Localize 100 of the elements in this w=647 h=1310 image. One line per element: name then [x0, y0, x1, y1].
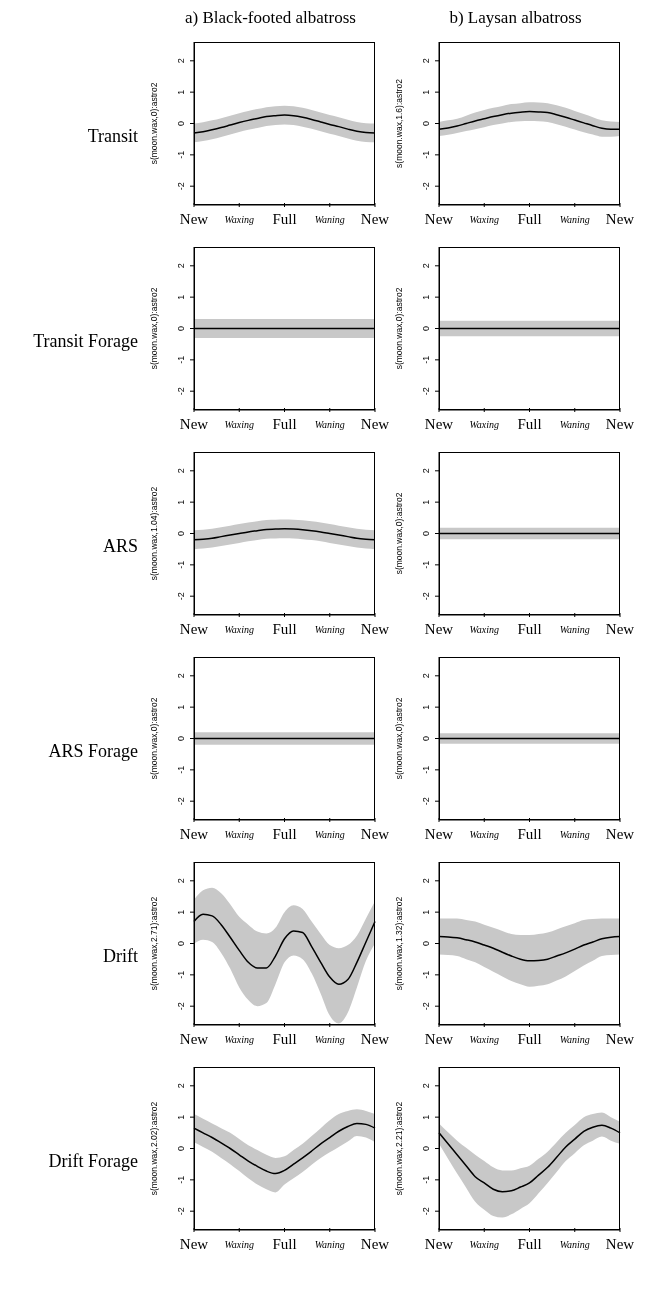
x-tick-label: Full — [272, 621, 297, 637]
y-tick-label: 0 — [176, 530, 186, 537]
y-tick-label: 2 — [176, 673, 186, 679]
x-tick-label: New — [605, 1236, 635, 1252]
y-tick-label: 0 — [176, 1145, 186, 1152]
y-tick-label: 2 — [421, 263, 431, 269]
y-tick-label: 1 — [176, 294, 186, 300]
x-tick-label: New — [179, 826, 209, 842]
y-tick-label: 1 — [176, 909, 186, 915]
x-tick-label: New — [360, 621, 390, 637]
y-tick-label: 0 — [176, 120, 186, 127]
y-axis-title: s(moon.wax,1.32):astro2 — [394, 896, 405, 991]
y-tick-label: 0 — [421, 120, 431, 127]
y-tick-label: -2 — [176, 387, 186, 396]
x-tick-label: New — [605, 416, 635, 432]
y-tick-label: 2 — [176, 263, 186, 269]
y-axis-title: s(moon.wax,1.04):astro2 — [149, 486, 160, 581]
y-tick-label: -2 — [176, 797, 186, 806]
y-tick-label: -1 — [176, 1175, 186, 1184]
x-tick-label: New — [179, 1236, 209, 1252]
y-tick-label: 0 — [421, 1145, 431, 1152]
text: Drift — [102, 946, 138, 967]
y-tick-label: -1 — [421, 1175, 431, 1184]
y-tick-label: 1 — [176, 499, 186, 505]
x-tick-label: Full — [272, 1236, 297, 1252]
x-tick-label: Waxing — [224, 213, 255, 225]
x-tick-label: New — [360, 211, 390, 227]
x-tick-label: New — [360, 416, 390, 432]
x-tick-label: Waning — [314, 1238, 345, 1250]
y-tick-label: -1 — [421, 560, 431, 569]
y-axis-title: s(moon.wax,0):astro2 — [149, 82, 160, 165]
y-tick-label: 2 — [421, 468, 431, 474]
x-tick-label: Waning — [559, 1033, 590, 1045]
x-tick-label: New — [179, 211, 209, 227]
y-axis-title: s(moon.wax,2.21):astro2 — [394, 1101, 405, 1196]
y-tick-label: 1 — [176, 704, 186, 710]
y-tick-label: -1 — [421, 355, 431, 364]
x-tick-label: Waxing — [469, 828, 500, 840]
x-tick-label: Waning — [314, 623, 345, 635]
x-tick-label: Full — [517, 1031, 542, 1047]
y-tick-label: 0 — [176, 735, 186, 742]
y-tick-label: 1 — [421, 704, 431, 710]
y-tick-label: 1 — [176, 1114, 186, 1120]
x-tick-label: New — [605, 826, 635, 842]
chart-title: a) Black-footed albatross — [184, 8, 357, 29]
x-tick-label: New — [424, 1031, 454, 1047]
x-tick-label: Waning — [314, 1033, 345, 1045]
y-tick-label: 2 — [176, 878, 186, 884]
x-tick-label: Waxing — [224, 418, 255, 430]
y-tick-label: 2 — [421, 1083, 431, 1089]
x-tick-label: New — [424, 416, 454, 432]
y-tick-label: 1 — [421, 499, 431, 505]
x-tick-label: Full — [517, 826, 542, 842]
y-tick-label: -2 — [421, 592, 431, 601]
y-axis-title: s(moon.wax,1.6):astro2 — [394, 78, 405, 168]
x-tick-label: Waxing — [469, 1238, 500, 1250]
y-tick-label: -1 — [176, 560, 186, 569]
x-tick-label: Full — [517, 621, 542, 637]
y-tick-label: -1 — [176, 970, 186, 979]
x-tick-label: Waxing — [469, 213, 500, 225]
y-tick-label: 2 — [176, 58, 186, 64]
x-tick-label: New — [424, 621, 454, 637]
y-tick-label: 2 — [176, 468, 186, 474]
y-tick-label: 0 — [421, 735, 431, 742]
x-tick-label: Waxing — [224, 1033, 255, 1045]
y-tick-label: -2 — [421, 1002, 431, 1011]
y-axis-title: s(moon.wax,0):astro2 — [394, 697, 405, 780]
text: Transit Forage — [32, 331, 138, 352]
x-tick-label: Full — [272, 826, 297, 842]
y-tick-label: 2 — [421, 878, 431, 884]
x-tick-label: Full — [272, 1031, 297, 1047]
y-tick-label: -1 — [421, 150, 431, 159]
x-tick-label: Waxing — [469, 418, 500, 430]
x-tick-label: New — [424, 211, 454, 227]
x-tick-label: Waning — [559, 418, 590, 430]
x-tick-label: Waning — [559, 1238, 590, 1250]
x-tick-label: Waxing — [224, 1238, 255, 1250]
x-tick-label: New — [179, 1031, 209, 1047]
x-tick-label: Waning — [559, 828, 590, 840]
text: ARS Forage — [47, 741, 138, 762]
y-tick-label: 2 — [176, 1083, 186, 1089]
x-tick-label: Full — [272, 211, 297, 227]
y-axis-title: s(moon.wax,0):astro2 — [149, 287, 160, 370]
text: Transit — [86, 126, 138, 147]
y-tick-label: -1 — [176, 150, 186, 159]
x-tick-label: Full — [517, 416, 542, 432]
x-tick-label: New — [605, 1031, 635, 1047]
y-axis-title: s(moon.wax,0):astro2 — [394, 492, 405, 575]
y-tick-label: 1 — [421, 89, 431, 95]
x-tick-label: New — [424, 1236, 454, 1252]
y-tick-label: 1 — [421, 1114, 431, 1120]
y-tick-label: 1 — [421, 909, 431, 915]
x-tick-label: Waning — [559, 623, 590, 635]
x-tick-label: Waning — [559, 213, 590, 225]
y-tick-label: -2 — [421, 797, 431, 806]
x-tick-label: Waxing — [224, 623, 255, 635]
y-tick-label: -1 — [176, 355, 186, 364]
y-axis-title: s(moon.wax,2.02):astro2 — [149, 1101, 160, 1196]
x-tick-label: New — [424, 826, 454, 842]
y-tick-label: 0 — [421, 940, 431, 947]
